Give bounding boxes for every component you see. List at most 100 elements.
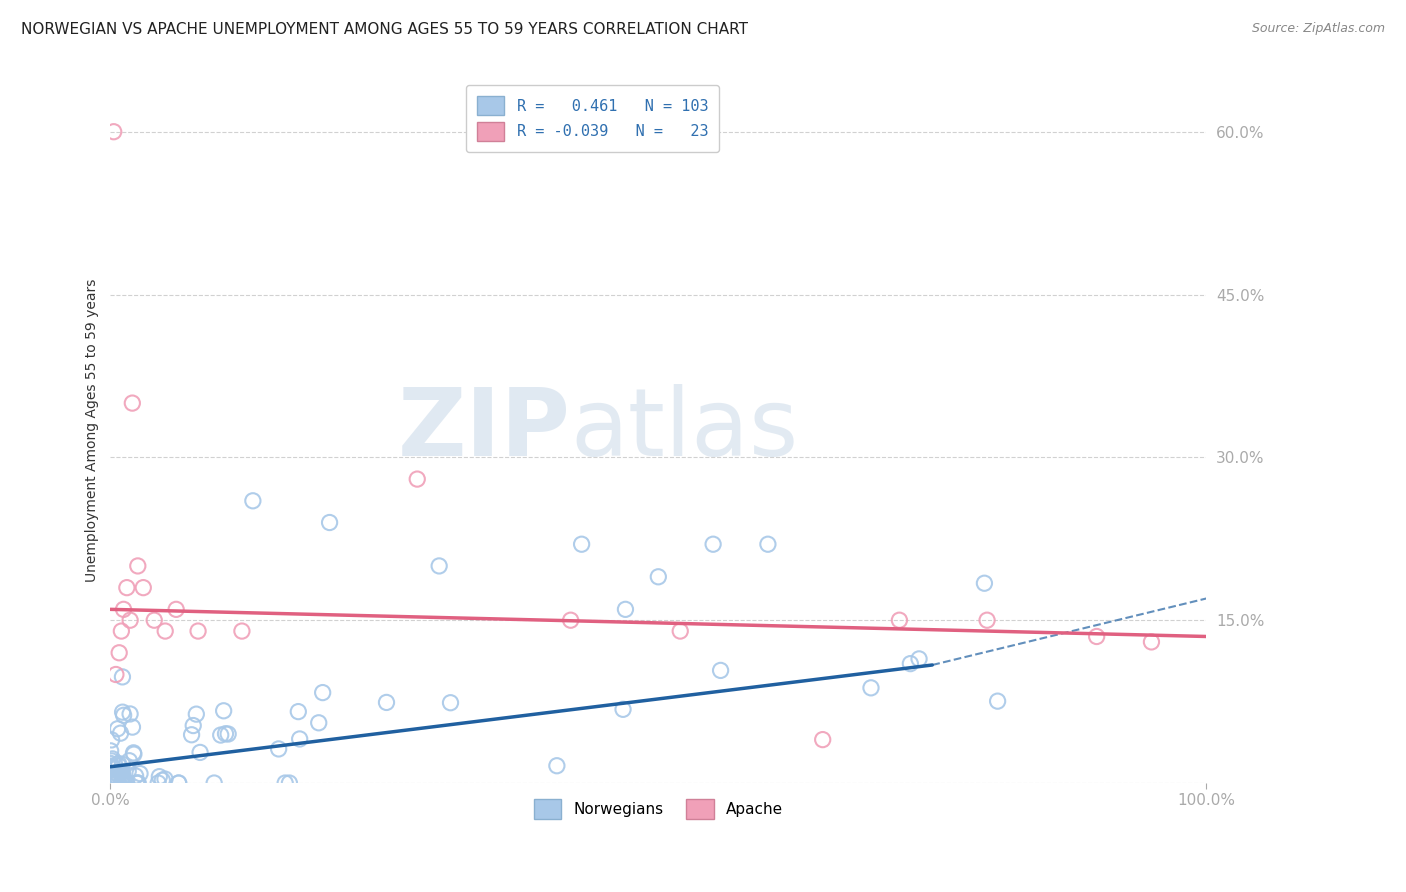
Point <box>202 776 225 790</box>
Point <box>153 772 176 786</box>
Point <box>104 768 127 782</box>
Point <box>127 776 149 790</box>
Point <box>112 776 135 790</box>
Point <box>100 768 122 782</box>
Point <box>267 742 290 756</box>
Point <box>107 756 129 771</box>
Point <box>180 728 202 742</box>
Point <box>107 775 129 789</box>
Point <box>101 775 124 789</box>
Point <box>101 771 124 785</box>
Point <box>710 664 733 678</box>
Point <box>153 624 176 638</box>
Point <box>100 744 122 758</box>
Text: Source: ZipAtlas.com: Source: ZipAtlas.com <box>1251 22 1385 36</box>
Point <box>560 613 582 627</box>
Point <box>669 624 692 638</box>
Point <box>105 765 128 780</box>
Point <box>132 581 155 595</box>
Point <box>167 776 190 790</box>
Point <box>101 754 124 768</box>
Point <box>129 766 152 780</box>
Point <box>120 613 142 627</box>
Point <box>702 537 724 551</box>
Point <box>100 773 122 788</box>
Point <box>908 652 931 666</box>
Point <box>898 657 921 671</box>
Point <box>114 773 136 788</box>
Point <box>242 493 264 508</box>
Point <box>612 702 634 716</box>
Y-axis label: Unemployment Among Ages 55 to 59 years: Unemployment Among Ages 55 to 59 years <box>86 278 100 582</box>
Point <box>111 774 134 789</box>
Point <box>287 705 309 719</box>
Point <box>148 776 170 790</box>
Point <box>108 646 131 660</box>
Point <box>181 718 204 732</box>
Text: ZIP: ZIP <box>398 384 571 476</box>
Point <box>110 624 132 638</box>
Point <box>973 576 995 591</box>
Point <box>100 776 122 790</box>
Point <box>278 776 301 790</box>
Point <box>100 773 122 788</box>
Point <box>1085 630 1108 644</box>
Point <box>101 760 124 774</box>
Point <box>111 705 134 719</box>
Point <box>115 581 138 595</box>
Point <box>103 771 125 785</box>
Point <box>108 766 131 780</box>
Point <box>571 537 593 551</box>
Point <box>101 772 124 787</box>
Point <box>375 695 398 709</box>
Point <box>101 752 124 766</box>
Point <box>127 776 149 790</box>
Text: atlas: atlas <box>571 384 799 476</box>
Point <box>107 758 129 772</box>
Point <box>143 613 166 627</box>
Point <box>546 758 568 772</box>
Point <box>274 776 297 790</box>
Point <box>100 760 122 774</box>
Point <box>104 776 127 790</box>
Point <box>120 706 142 721</box>
Point <box>122 746 145 760</box>
Point <box>100 774 122 789</box>
Point <box>127 558 149 573</box>
Point <box>187 624 209 638</box>
Point <box>217 727 239 741</box>
Point <box>100 756 122 771</box>
Point <box>987 694 1010 708</box>
Point <box>104 775 127 789</box>
Point <box>976 613 998 627</box>
Point <box>439 696 461 710</box>
Point <box>148 770 170 784</box>
Point <box>859 681 882 695</box>
Point <box>103 125 125 139</box>
Point <box>111 771 134 785</box>
Point <box>112 708 135 723</box>
Point <box>318 516 340 530</box>
Point <box>111 764 134 779</box>
Point <box>117 764 139 779</box>
Point <box>111 774 134 789</box>
Point <box>121 720 143 734</box>
Point <box>186 707 208 722</box>
Point <box>427 558 450 573</box>
Point <box>125 776 148 790</box>
Point <box>1140 635 1163 649</box>
Point <box>107 768 129 782</box>
Point <box>118 754 141 768</box>
Point <box>889 613 911 627</box>
Point <box>121 396 143 410</box>
Point <box>107 722 129 736</box>
Point <box>756 537 779 551</box>
Point <box>115 776 138 790</box>
Point <box>308 715 330 730</box>
Point <box>614 602 637 616</box>
Point <box>165 602 187 616</box>
Point <box>101 775 124 789</box>
Point <box>212 704 235 718</box>
Point <box>167 776 190 790</box>
Point <box>110 726 132 740</box>
